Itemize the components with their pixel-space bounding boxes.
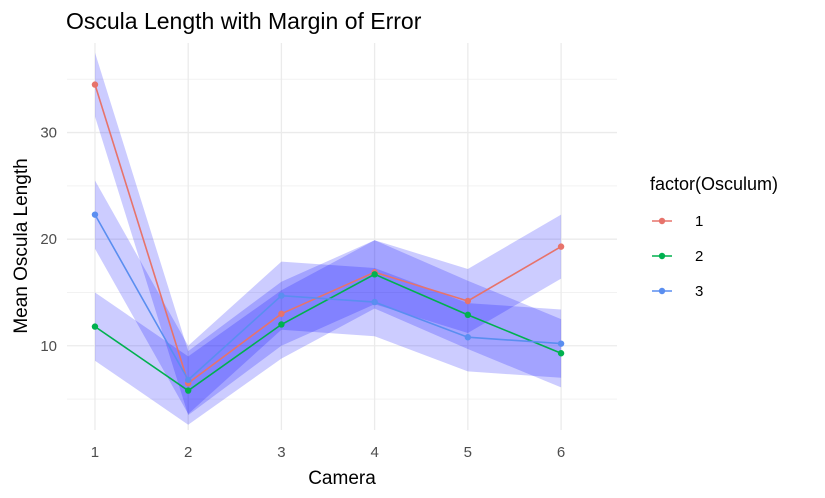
error-ribbons (95, 52, 562, 425)
series-points (91, 81, 565, 394)
data-point-series-2 (91, 323, 99, 330)
data-point-series-2 (557, 350, 565, 357)
error-ribbon-series-1 (95, 52, 562, 416)
error-ribbon-series-3 (95, 180, 562, 414)
series-line-3 (94, 214, 562, 382)
x-tick-label: 4 (370, 444, 378, 461)
legend-key-point (658, 287, 666, 295)
legend-label: 1 (695, 213, 703, 230)
grid-lines (67, 43, 617, 430)
legend: factor(Osculum) 1 2 3 (650, 174, 778, 300)
data-point-series-1 (91, 81, 99, 88)
legend-label: 2 (695, 248, 703, 265)
data-point-series-3 (371, 298, 378, 306)
y-axis-ticks: 10 20 30 (40, 125, 57, 355)
data-point-series-2 (371, 271, 378, 278)
data-point-series-2 (278, 321, 285, 328)
x-axis-ticks: 1 2 3 4 5 6 (91, 444, 565, 461)
data-point-series-3 (278, 292, 285, 299)
chart-title: Oscula Length with Margin of Error (66, 8, 422, 34)
x-tick-label: 5 (464, 444, 472, 461)
legend-key-point (658, 217, 666, 225)
y-tick-label: 20 (40, 231, 57, 248)
data-point-series-2 (184, 387, 192, 394)
x-tick-label: 6 (557, 444, 565, 461)
data-point-series-3 (464, 334, 472, 341)
series-lines (94, 84, 562, 392)
error-ribbon-series-2 (95, 240, 562, 425)
x-tick-label: 2 (184, 444, 192, 461)
series-line-1 (94, 84, 562, 385)
data-point-series-3 (184, 376, 192, 384)
data-point-series-2 (464, 311, 472, 319)
data-point-series-1 (278, 310, 285, 317)
y-tick-label: 10 (40, 338, 57, 355)
y-axis-title: Mean Oscula Length (11, 158, 32, 333)
data-point-series-1 (557, 243, 565, 250)
data-point-series-1 (464, 297, 472, 305)
x-tick-label: 3 (277, 444, 285, 461)
y-tick-label: 30 (40, 125, 57, 142)
x-tick-label: 1 (91, 444, 99, 461)
data-point-series-3 (91, 211, 99, 218)
legend-title: factor(Osculum) (650, 174, 778, 194)
legend-label: 3 (695, 283, 703, 300)
data-point-series-3 (557, 340, 565, 347)
legend-key-point (658, 252, 666, 260)
x-axis-title: Camera (308, 468, 376, 489)
